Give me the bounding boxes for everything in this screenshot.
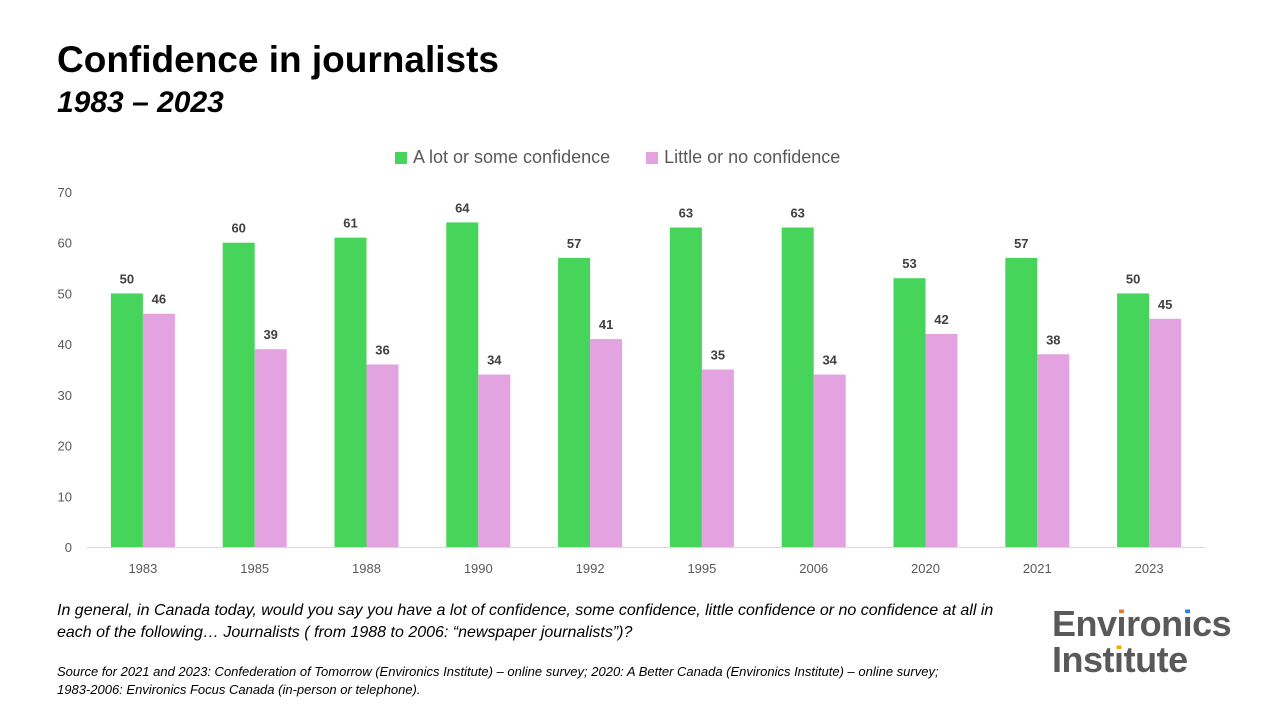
x-tick-label: 2021 bbox=[1023, 561, 1052, 576]
data-label-series-2: 45 bbox=[1158, 297, 1172, 312]
chart-legend: A lot or some confidence Little or no co… bbox=[395, 147, 876, 168]
bar-series-1 bbox=[893, 278, 926, 547]
data-label-series-2: 46 bbox=[152, 292, 166, 307]
bar-series-2 bbox=[701, 369, 734, 547]
x-tick-label: 1995 bbox=[687, 561, 716, 576]
data-label-series-1: 57 bbox=[567, 236, 581, 251]
data-label-series-2: 39 bbox=[263, 327, 277, 342]
data-label-series-1: 60 bbox=[231, 221, 245, 236]
x-tick-label: 2020 bbox=[911, 561, 940, 576]
legend-swatch-series-2 bbox=[646, 151, 659, 164]
data-label-series-1: 63 bbox=[790, 206, 804, 221]
data-label-series-1: 50 bbox=[1126, 271, 1140, 286]
legend-label-series-1: A lot or some confidence bbox=[413, 147, 611, 167]
data-label-series-2: 42 bbox=[934, 312, 948, 327]
data-label-series-1: 57 bbox=[1014, 236, 1028, 251]
logo-line-2: Institute bbox=[1052, 639, 1188, 680]
x-tick-label: 2006 bbox=[799, 561, 828, 576]
chart-subtitle: 1983 – 2023 bbox=[57, 86, 224, 119]
chart-title: Confidence in journalists bbox=[57, 39, 499, 80]
bar-series-1 bbox=[781, 227, 814, 547]
x-tick-label: 1988 bbox=[352, 561, 381, 576]
bar-series-1 bbox=[110, 293, 143, 547]
legend-item-series-1: A lot or some confidence bbox=[395, 147, 610, 168]
bar-series-2 bbox=[590, 339, 623, 547]
bar-series-2 bbox=[813, 374, 846, 547]
y-tick-label: 30 bbox=[58, 388, 72, 403]
bar-series-2 bbox=[366, 364, 399, 547]
data-label-series-1: 50 bbox=[120, 271, 134, 286]
environics-institute-logo: Environics Institute bbox=[1052, 603, 1232, 680]
data-label-series-2: 35 bbox=[711, 348, 725, 363]
data-label-series-1: 53 bbox=[902, 256, 916, 271]
data-label-series-1: 63 bbox=[679, 206, 693, 221]
y-tick-label: 20 bbox=[58, 439, 72, 454]
y-tick-label: 60 bbox=[58, 236, 72, 251]
bar-series-2 bbox=[478, 374, 511, 547]
y-tick-label: 0 bbox=[65, 540, 72, 555]
data-label-series-1: 64 bbox=[455, 200, 470, 215]
data-label-series-2: 36 bbox=[375, 342, 389, 357]
bar-series-1 bbox=[669, 227, 702, 547]
data-label-series-2: 34 bbox=[487, 353, 502, 368]
bar-series-2 bbox=[1149, 318, 1182, 547]
x-tick-label: 1992 bbox=[576, 561, 605, 576]
legend-item-series-2: Little or no confidence bbox=[646, 147, 840, 168]
bar-series-1 bbox=[222, 242, 255, 547]
logo-line-1: Environics bbox=[1052, 603, 1232, 644]
x-tick-label: 2023 bbox=[1135, 561, 1164, 576]
bar-series-2 bbox=[254, 349, 287, 547]
x-tick-label: 1990 bbox=[464, 561, 493, 576]
bar-series-1 bbox=[558, 257, 591, 547]
bar-series-1 bbox=[1005, 257, 1038, 547]
bar-series-1 bbox=[334, 237, 367, 547]
bar-series-2 bbox=[142, 313, 175, 547]
y-tick-label: 70 bbox=[58, 185, 72, 200]
y-tick-label: 40 bbox=[58, 337, 72, 352]
data-label-series-2: 38 bbox=[1046, 332, 1060, 347]
x-tick-label: 1985 bbox=[240, 561, 269, 576]
source-note: Source for 2021 and 2023: Confederation … bbox=[57, 664, 939, 698]
x-tick-label: 1983 bbox=[128, 561, 157, 576]
bar-series-1 bbox=[1117, 293, 1150, 547]
y-tick-label: 10 bbox=[58, 489, 72, 504]
legend-swatch-series-1 bbox=[395, 151, 407, 164]
y-tick-label: 50 bbox=[58, 286, 72, 301]
data-label-series-1: 61 bbox=[343, 216, 357, 231]
survey-question: In general, in Canada today, would you s… bbox=[57, 602, 994, 642]
data-label-series-2: 41 bbox=[599, 317, 613, 332]
bar-series-1 bbox=[446, 222, 479, 547]
legend-label-series-2: Little or no confidence bbox=[664, 147, 841, 167]
bar-series-2 bbox=[925, 334, 958, 547]
bar-series-2 bbox=[1037, 354, 1070, 547]
data-label-series-2: 34 bbox=[822, 353, 837, 368]
